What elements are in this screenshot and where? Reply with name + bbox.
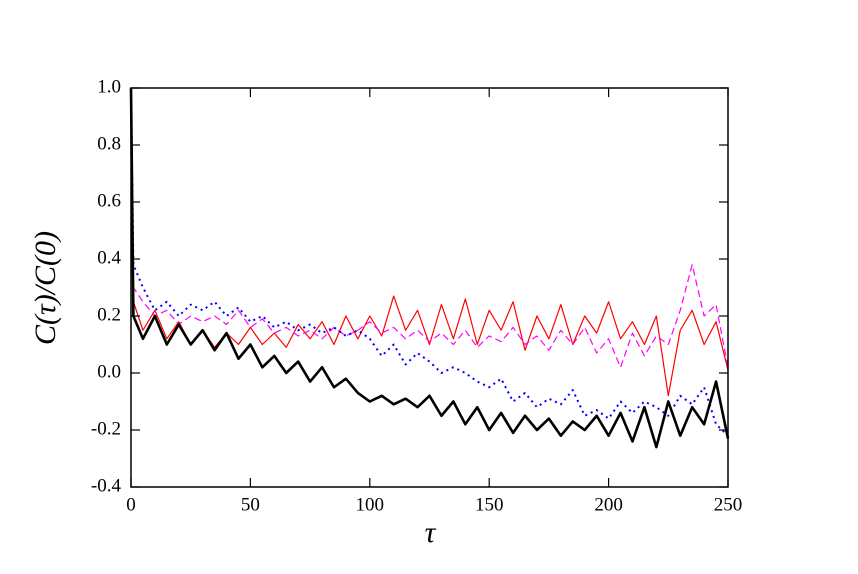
- x-tick-label: 250: [714, 494, 743, 515]
- y-tick-label: 0.0: [97, 361, 121, 382]
- data-line: [130, 87, 729, 437]
- y-tick-label: 0.6: [97, 190, 121, 211]
- y-tick-label: -0.2: [91, 418, 121, 439]
- x-axis-label: τ: [425, 516, 437, 549]
- x-tick-label: 100: [356, 494, 385, 515]
- y-tick-label: 0.4: [97, 247, 121, 268]
- data-line: [129, 87, 730, 449]
- x-tick-label: 50: [241, 494, 260, 515]
- y-axis-label: C(τ)/C(0): [29, 231, 62, 345]
- x-tick-label: 150: [475, 494, 504, 515]
- y-tick-label: 0.8: [97, 133, 121, 154]
- x-tick-label: 0: [126, 494, 136, 515]
- y-tick-label: -0.4: [91, 475, 122, 496]
- x-tick-label: 200: [594, 494, 623, 515]
- data-line: [130, 87, 729, 397]
- y-tick-label: 0.2: [97, 304, 121, 325]
- y-tick-label: 1.0: [97, 76, 121, 97]
- data-line: [130, 87, 729, 368]
- plot-frame: [130, 87, 729, 488]
